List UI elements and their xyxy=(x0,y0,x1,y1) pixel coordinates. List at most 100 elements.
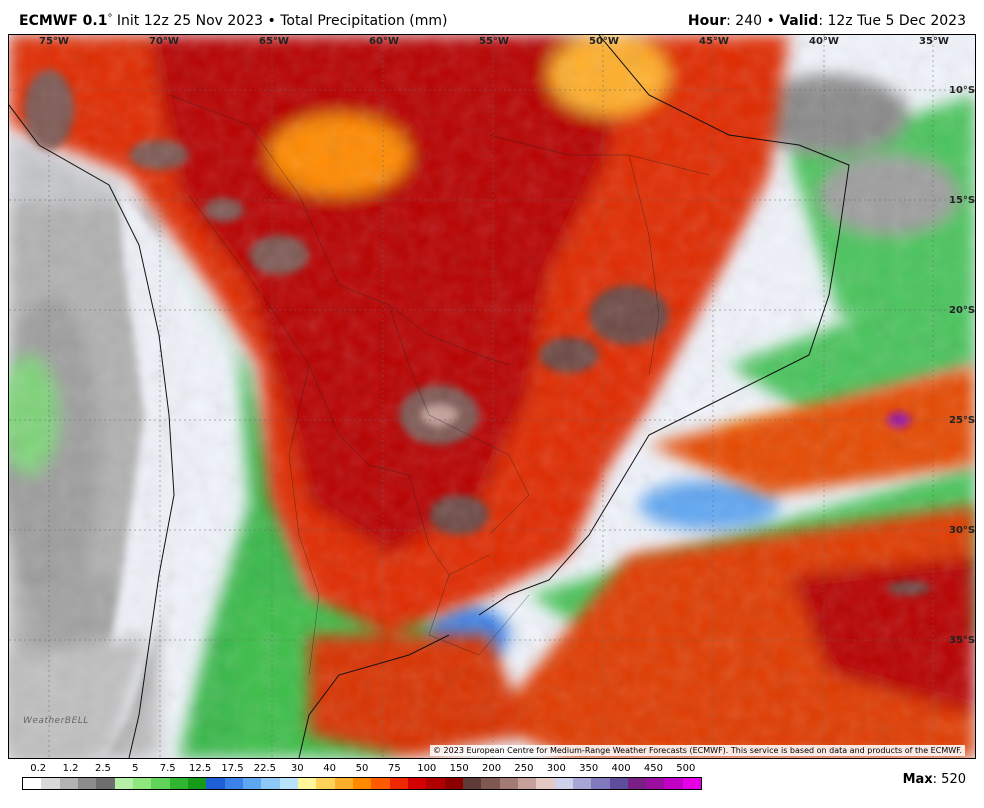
legend-swatch xyxy=(206,778,225,789)
lat-label: 20°S xyxy=(949,305,975,316)
legend-colorbar xyxy=(22,777,702,790)
legend-tick-label: 300 xyxy=(546,763,566,774)
legend-swatch xyxy=(444,778,463,789)
texture-overlay xyxy=(9,35,975,758)
legend-swatch xyxy=(426,778,445,789)
legend-tick-label: 5 xyxy=(132,763,139,774)
coastline xyxy=(9,35,850,758)
legend-swatch xyxy=(462,778,482,789)
legend-tick-label: 17.5 xyxy=(221,763,244,774)
lon-label: 60°W xyxy=(369,36,399,47)
legend-swatch xyxy=(664,778,683,789)
legend-swatch xyxy=(316,778,335,789)
lat-label: 10°S xyxy=(949,85,975,96)
legend-tick-label: 1.2 xyxy=(62,763,79,774)
legend-swatch xyxy=(96,778,115,789)
init-time: Init 12z 25 Nov 2023 xyxy=(116,13,264,29)
legend-swatch xyxy=(334,778,353,789)
legend-swatch xyxy=(297,778,317,789)
legend-swatch xyxy=(371,778,390,789)
legend-tick-label: 0.2 xyxy=(30,763,47,774)
legend-tick-label: 200 xyxy=(481,763,502,774)
legend-tick-label: 400 xyxy=(611,763,631,774)
legend-swatch xyxy=(499,778,518,789)
latitude-labels: 10°S 15°S 20°S 25°S 30°S 35°S xyxy=(949,85,975,646)
legend-tick-label: 50 xyxy=(355,763,369,774)
longitude-labels: 75°W 70°W 65°W 60°W 55°W 50°W 45°W 40°W … xyxy=(39,36,949,47)
legend-tick-label: 7.5 xyxy=(159,763,176,774)
legend-tick-label: 30 xyxy=(290,763,304,774)
legend-swatch xyxy=(572,778,592,789)
hour-value: : 240 xyxy=(726,13,763,29)
legend-swatch xyxy=(591,778,610,789)
legend-tick-label: 150 xyxy=(449,763,469,774)
legend-swatch xyxy=(352,778,372,789)
legend-swatch xyxy=(517,778,537,789)
legend-swatch xyxy=(279,778,298,789)
lat-label: 25°S xyxy=(949,415,975,426)
legend-tick-label: 100 xyxy=(417,763,437,774)
max-value-readout: Max: 520 xyxy=(903,772,966,787)
header-bar: ECMWF 0.1° Init 12z 25 Nov 2023 • Total … xyxy=(0,0,984,34)
legend-swatch xyxy=(41,778,60,789)
title: ECMWF 0.1° Init 12z 25 Nov 2023 • Total … xyxy=(19,13,448,29)
legend-swatch xyxy=(261,778,280,789)
max-label: Max xyxy=(902,772,933,787)
lon-label: 55°W xyxy=(479,36,509,47)
precipitation-map: 75°W 70°W 65°W 60°W 55°W 50°W 45°W 40°W … xyxy=(8,34,976,759)
lon-label: 35°W xyxy=(919,36,949,47)
legend-ticks: 0.2 1.2 2.5 5 7.5 12.5 17.5 22.5 30 40 50 75 100 150 2… xyxy=(22,763,702,777)
legend-tick-label: 250 xyxy=(514,763,534,774)
legend-tick-label: 2.5 xyxy=(94,763,111,774)
product-name: Total Precipitation (mm) xyxy=(280,13,448,29)
graticule xyxy=(9,35,975,758)
lon-label: 40°W xyxy=(809,36,839,47)
legend-swatch xyxy=(151,778,170,789)
legend-tick-label: 22.5 xyxy=(253,763,276,774)
legend-swatch xyxy=(132,778,152,789)
legend-swatch xyxy=(187,778,207,789)
model-name: ECMWF 0.1 xyxy=(19,13,108,29)
legend-swatch xyxy=(481,778,500,789)
lon-label: 75°W xyxy=(39,36,69,47)
lon-label: 50°W xyxy=(589,36,619,47)
legend-tick-label: 500 xyxy=(676,763,696,774)
lat-label: 35°S xyxy=(949,635,975,646)
max-value: : 520 xyxy=(932,772,966,787)
valid-value: : 12z Tue 5 Dec 2023 xyxy=(818,13,966,29)
legend-swatch xyxy=(646,778,665,789)
lat-label: 30°S xyxy=(949,525,975,536)
separator-bullet-2: • xyxy=(766,13,775,29)
legend-tick-label: 75 xyxy=(388,763,401,774)
legend-swatch xyxy=(169,778,188,789)
lat-label: 15°S xyxy=(949,195,975,206)
legend-tick-label: 12.5 xyxy=(188,763,212,774)
color-legend: 0.2 1.2 2.5 5 7.5 12.5 17.5 22.5 30 40 50 75 100 150 2… xyxy=(22,763,702,797)
legend-swatch xyxy=(389,778,408,789)
legend-swatch xyxy=(242,778,262,789)
weatherbell-logo: WeatherBELL xyxy=(23,716,89,726)
hour-label: Hour xyxy=(687,13,727,29)
legend-swatch xyxy=(114,778,133,789)
legend-swatch xyxy=(536,778,555,789)
legend-swatch xyxy=(627,778,647,789)
legend-swatch xyxy=(59,778,78,789)
legend-swatch xyxy=(224,778,243,789)
ecmwf-credit: © 2023 European Centre for Medium-Range … xyxy=(430,745,965,756)
legend-tick-label: 450 xyxy=(643,763,663,774)
valid-time-info: Hour: 240 • Valid: 12z Tue 5 Dec 2023 xyxy=(688,13,966,29)
legend-swatch xyxy=(77,778,97,789)
legend-swatch xyxy=(682,778,702,789)
legend-tick-label: 40 xyxy=(323,763,336,774)
degree-mark: ° xyxy=(107,13,113,24)
map-canvas: 75°W 70°W 65°W 60°W 55°W 50°W 45°W 40°W … xyxy=(9,35,975,758)
legend-tick-label: 350 xyxy=(579,763,599,774)
legend-swatch xyxy=(23,778,42,789)
lon-label: 65°W xyxy=(259,36,289,47)
lon-label: 45°W xyxy=(699,36,729,47)
legend-swatch xyxy=(609,778,628,789)
valid-label: Valid xyxy=(779,13,819,29)
lon-label: 70°W xyxy=(149,36,179,47)
political-borders xyxy=(168,94,710,676)
legend-swatch xyxy=(554,778,573,789)
